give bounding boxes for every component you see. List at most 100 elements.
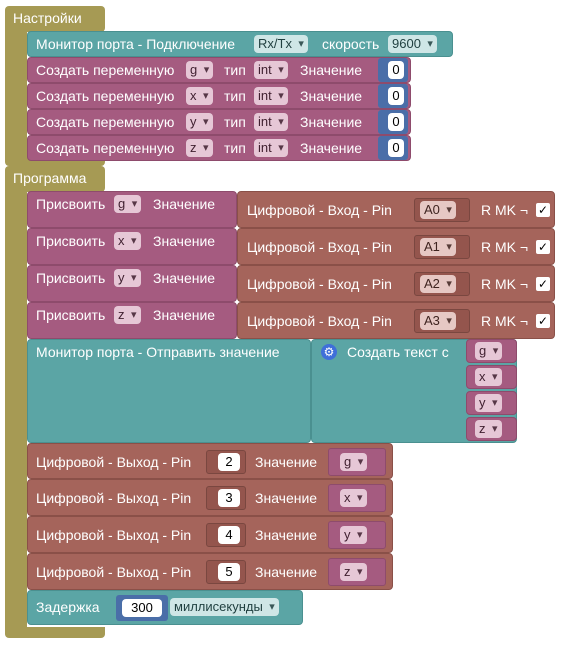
digital-output-block[interactable]: Цифровой - Выход - Pin 5 Значение z: [27, 553, 393, 590]
serial-send-label: Монитор порта - Отправить значение: [36, 344, 280, 360]
digital-input-block[interactable]: Цифровой - Вход - Pin A0 R MK ¬ ✓: [237, 191, 555, 228]
text-item-dropdown[interactable]: x: [475, 368, 502, 386]
text-item-dropdown[interactable]: z: [475, 420, 502, 438]
create-variable-label: Создать переменную: [36, 88, 175, 104]
serial-connect-label: Монитор порта - Подключение: [36, 36, 235, 52]
create-variable-block[interactable]: Создать переменную x тип int Значение 0: [27, 83, 411, 109]
digital-output-label: Цифровой - Выход - Pin: [36, 490, 192, 506]
assign-label: Присвоить: [36, 233, 106, 249]
text-item-block[interactable]: g: [466, 339, 517, 363]
digital-output-block[interactable]: Цифровой - Выход - Pin 2 Значение g: [27, 443, 393, 479]
output-variable-dropdown[interactable]: y: [340, 526, 367, 544]
serial-port-dropdown[interactable]: Rx/Tx: [254, 35, 308, 53]
setup-block-bottom: [5, 156, 105, 166]
variable-value-field[interactable]: 0: [388, 87, 404, 105]
text-item-block[interactable]: z: [466, 417, 517, 441]
variable-type-label: тип: [224, 114, 246, 130]
output-variable-dropdown[interactable]: g: [340, 453, 368, 471]
mk-label: R MK ¬: [481, 313, 529, 329]
text-item-block[interactable]: x: [466, 365, 517, 389]
output-pin-field[interactable]: 3: [218, 489, 240, 507]
assign-variable-dropdown[interactable]: x: [114, 232, 141, 250]
input-pin-dropdown[interactable]: A3: [420, 312, 456, 330]
variable-type-dropdown[interactable]: int: [254, 87, 288, 105]
setup-block-spine: [5, 26, 27, 162]
mk-label: R MK ¬: [481, 276, 529, 292]
variable-type-label: тип: [224, 88, 246, 104]
create-variable-block[interactable]: Создать переменную g тип int Значение 0: [27, 57, 411, 83]
digital-input-block[interactable]: Цифровой - Вход - Pin A3 R MK ¬ ✓: [237, 302, 555, 339]
output-value-label: Значение: [255, 490, 318, 506]
digital-output-label: Цифровой - Выход - Pin: [36, 564, 192, 580]
output-value-label: Значение: [255, 527, 318, 543]
variable-type-dropdown[interactable]: int: [254, 113, 288, 131]
digital-output-label: Цифровой - Выход - Pin: [36, 527, 192, 543]
program-block-spine: [5, 186, 27, 631]
assign-variable-dropdown[interactable]: z: [114, 306, 141, 324]
serial-send-block[interactable]: Монитор порта - Отправить значение: [27, 339, 311, 443]
variable-name-dropdown[interactable]: g: [186, 61, 214, 79]
assign-block[interactable]: Присвоить z Значение: [27, 302, 237, 339]
program-block-bottom: [5, 627, 105, 638]
checkbox-icon[interactable]: ✓: [536, 240, 550, 254]
program-title: Программа: [13, 170, 87, 186]
output-pin-field[interactable]: 2: [218, 453, 240, 471]
assign-value-label: Значение: [153, 307, 216, 323]
text-item-block[interactable]: y: [466, 391, 517, 415]
digital-input-label: Цифровой - Вход - Pin: [247, 276, 392, 292]
delay-block[interactable]: Задержка 300 миллисекунды: [27, 590, 303, 625]
variable-type-label: тип: [224, 140, 246, 156]
digital-output-label: Цифровой - Выход - Pin: [36, 454, 192, 470]
checkbox-icon[interactable]: ✓: [536, 314, 550, 328]
variable-name-dropdown[interactable]: x: [186, 87, 213, 105]
create-variable-label: Создать переменную: [36, 140, 175, 156]
assign-label: Присвоить: [36, 270, 106, 286]
assign-variable-dropdown[interactable]: y: [114, 269, 141, 287]
mk-label: R MK ¬: [481, 239, 529, 255]
assign-variable-dropdown[interactable]: g: [114, 195, 142, 213]
digital-input-block[interactable]: Цифровой - Вход - Pin A2 R MK ¬ ✓: [237, 265, 555, 302]
output-pin-field[interactable]: 4: [218, 526, 240, 544]
text-item-dropdown[interactable]: y: [475, 394, 502, 412]
assign-value-label: Значение: [153, 233, 216, 249]
create-text-label: Создать текст с: [347, 344, 449, 360]
text-item-dropdown[interactable]: g: [475, 342, 503, 360]
digital-output-block[interactable]: Цифровой - Выход - Pin 4 Значение y: [27, 516, 393, 553]
create-variable-label: Создать переменную: [36, 62, 175, 78]
input-pin-dropdown[interactable]: A1: [420, 238, 456, 256]
digital-output-block[interactable]: Цифровой - Выход - Pin 3 Значение x: [27, 479, 393, 516]
create-variable-block[interactable]: Создать переменную z тип int Значение 0: [27, 135, 411, 161]
gear-icon[interactable]: ⚙: [321, 344, 337, 360]
create-variable-label: Создать переменную: [36, 114, 175, 130]
checkbox-icon[interactable]: ✓: [536, 277, 550, 291]
assign-block[interactable]: Присвоить y Значение: [27, 265, 237, 302]
variable-type-dropdown[interactable]: int: [254, 139, 288, 157]
serial-connect-block[interactable]: Монитор порта - Подключение Rx/Tx скорос…: [27, 31, 453, 57]
variable-name-dropdown[interactable]: y: [186, 113, 213, 131]
variable-value-field[interactable]: 0: [388, 139, 404, 157]
delay-value-field[interactable]: 300: [122, 599, 162, 617]
setup-title: Настройки: [13, 10, 82, 26]
output-variable-dropdown[interactable]: x: [340, 489, 367, 507]
serial-speed-label: скорость: [322, 36, 380, 52]
serial-speed-dropdown[interactable]: 9600: [388, 35, 437, 53]
variable-value-field[interactable]: 0: [388, 113, 404, 131]
variable-name-dropdown[interactable]: z: [186, 139, 213, 157]
assign-label: Присвоить: [36, 196, 106, 212]
assign-block[interactable]: Присвоить g Значение: [27, 191, 237, 228]
assign-block[interactable]: Присвоить x Значение: [27, 228, 237, 265]
checkbox-icon[interactable]: ✓: [536, 203, 550, 217]
variable-type-dropdown[interactable]: int: [254, 61, 288, 79]
variable-value-label: Значение: [300, 114, 363, 130]
output-variable-dropdown[interactable]: z: [340, 563, 367, 581]
input-pin-dropdown[interactable]: A0: [420, 201, 456, 219]
output-value-label: Значение: [255, 454, 318, 470]
output-value-label: Значение: [255, 564, 318, 580]
output-pin-field[interactable]: 5: [218, 563, 240, 581]
assign-value-label: Значение: [153, 196, 216, 212]
delay-unit-dropdown[interactable]: миллисекунды: [170, 598, 279, 616]
create-variable-block[interactable]: Создать переменную y тип int Значение 0: [27, 109, 411, 135]
digital-input-block[interactable]: Цифровой - Вход - Pin A1 R MK ¬ ✓: [237, 228, 555, 265]
variable-value-field[interactable]: 0: [388, 61, 404, 79]
input-pin-dropdown[interactable]: A2: [420, 275, 456, 293]
